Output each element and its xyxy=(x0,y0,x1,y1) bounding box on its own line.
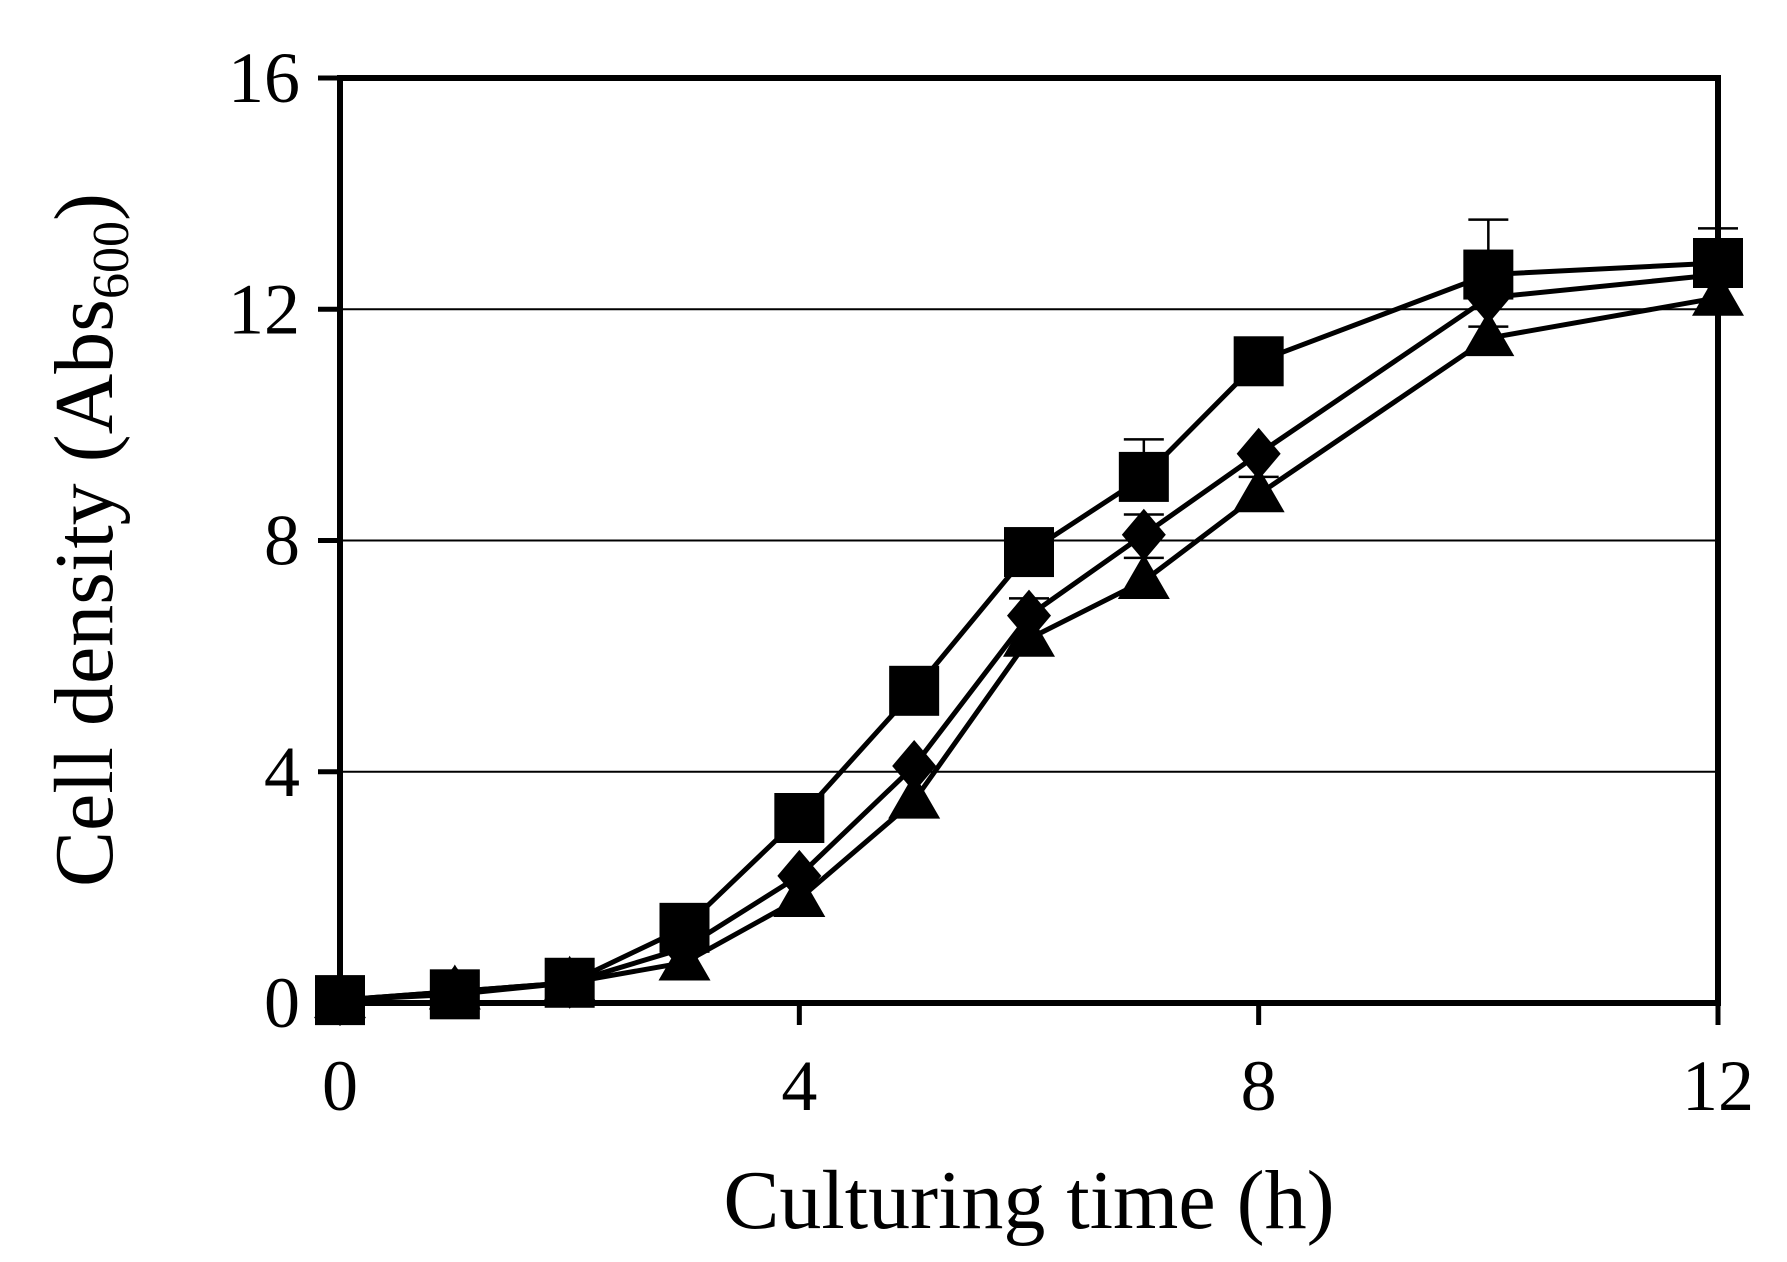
data-point-triangle xyxy=(773,871,826,917)
y-tick-label: 4 xyxy=(264,732,300,812)
x-tick-label: 0 xyxy=(322,1046,358,1126)
data-point-diamond xyxy=(1466,271,1511,324)
data-point-triangle xyxy=(658,935,711,981)
data-point-diamond xyxy=(1236,427,1281,480)
data-point-square xyxy=(889,665,940,716)
data-point-triangle xyxy=(314,973,366,1019)
x-tick-label: 4 xyxy=(781,1046,817,1126)
data-point-triangle xyxy=(428,964,481,1010)
data-point-diamond xyxy=(1121,508,1166,561)
y-tick-label: 8 xyxy=(264,501,300,581)
data-point-triangle xyxy=(888,773,941,819)
y-axis-title: Cell density (Abs600) xyxy=(38,193,140,887)
data-point-diamond xyxy=(892,739,937,792)
x-axis-title: Culturing time (h) xyxy=(723,1154,1334,1247)
data-point-triangle xyxy=(1003,611,1055,657)
y-axis-title-close: ) xyxy=(38,193,131,221)
x-tick-label: 8 xyxy=(1241,1046,1277,1126)
data-point-triangle xyxy=(1462,311,1515,357)
y-tick-label: 0 xyxy=(264,963,300,1043)
y-tick-label: 12 xyxy=(228,269,300,349)
y-tick-label: 16 xyxy=(228,38,300,118)
tick-labels: 0 4 8 12 16 0 4 8 12 xyxy=(228,38,1754,1126)
data-point-square xyxy=(1118,451,1169,502)
data-point-square xyxy=(1233,336,1284,387)
data-point-square xyxy=(774,793,825,843)
data-point-triangle xyxy=(1117,553,1170,599)
series-markers xyxy=(314,238,1744,1027)
x-tick-label: 12 xyxy=(1682,1046,1754,1126)
data-point-triangle xyxy=(1232,467,1285,513)
y-axis-title-subscript: 600 xyxy=(83,221,140,299)
data-point-triangle xyxy=(543,955,596,1001)
data-point-triangle xyxy=(1692,270,1744,316)
y-axis-title-main: Cell density (Abs xyxy=(38,299,131,887)
data-point-square xyxy=(1004,527,1054,578)
